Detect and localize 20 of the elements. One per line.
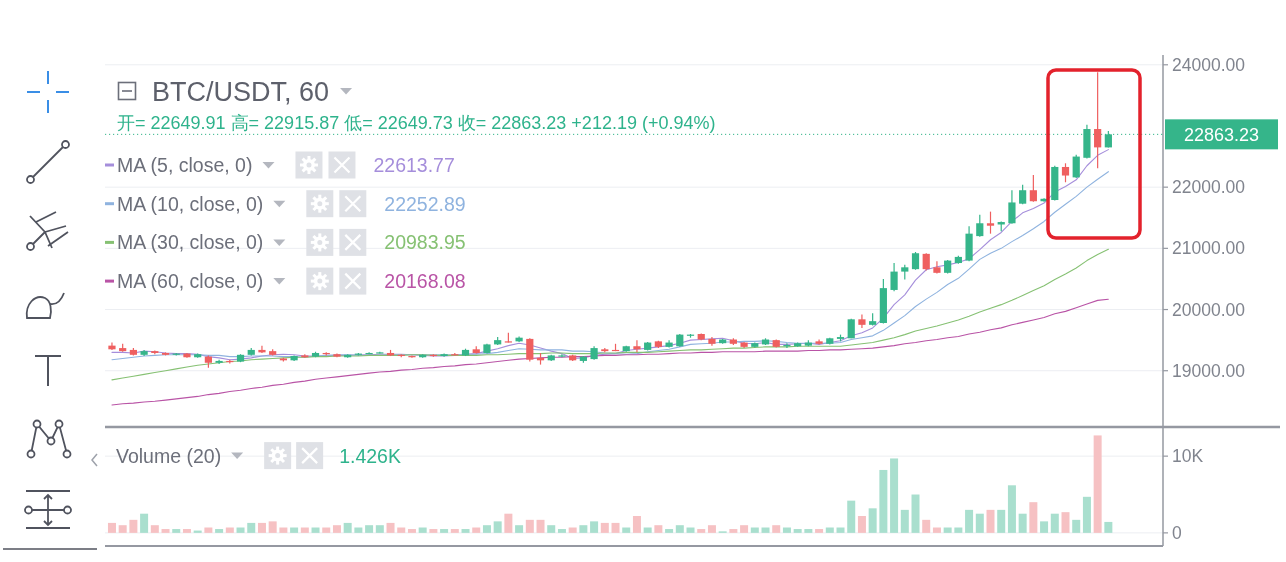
y-tick-label: 21000.00 — [1172, 238, 1245, 259]
legend-value: 20168.08 — [384, 270, 466, 293]
legend-value: 22252.89 — [384, 192, 466, 215]
y-tick-label: 24000.00 — [1172, 54, 1245, 75]
legend-label: MA (60, close, 0) — [117, 270, 264, 293]
y-tick-label: 20000.00 — [1172, 299, 1245, 320]
y-tick-label: 19000.00 — [1172, 360, 1245, 381]
price-label: 22863.23 — [1183, 124, 1260, 145]
title: Volume (20) — [116, 444, 222, 467]
legend-value: 22613.77 — [373, 154, 455, 176]
legend-label: MA (5, close, 0) — [117, 154, 253, 176]
subtitle: 开= 22649.91 高= 22915.87 低= 22649.73 收= 22863.23 +212.19 (+0.94%) — [117, 113, 716, 133]
y-tick-label: 0 — [1172, 522, 1182, 543]
annotation: 1.426K — [339, 444, 401, 467]
title: BTC/USDT, 60 — [152, 77, 330, 107]
legend-value: 20983.95 — [384, 231, 466, 254]
legend-label: MA (30, close, 0) — [117, 231, 264, 254]
y-tick-label: 22000.00 — [1172, 177, 1245, 198]
legend-label: MA (10, close, 0) — [117, 192, 264, 215]
y-tick-label: 10K — [1172, 446, 1204, 467]
